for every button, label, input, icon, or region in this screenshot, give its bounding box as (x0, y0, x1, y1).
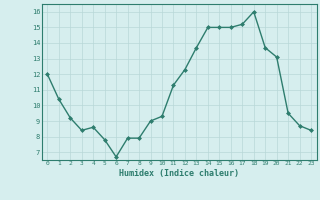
X-axis label: Humidex (Indice chaleur): Humidex (Indice chaleur) (119, 169, 239, 178)
